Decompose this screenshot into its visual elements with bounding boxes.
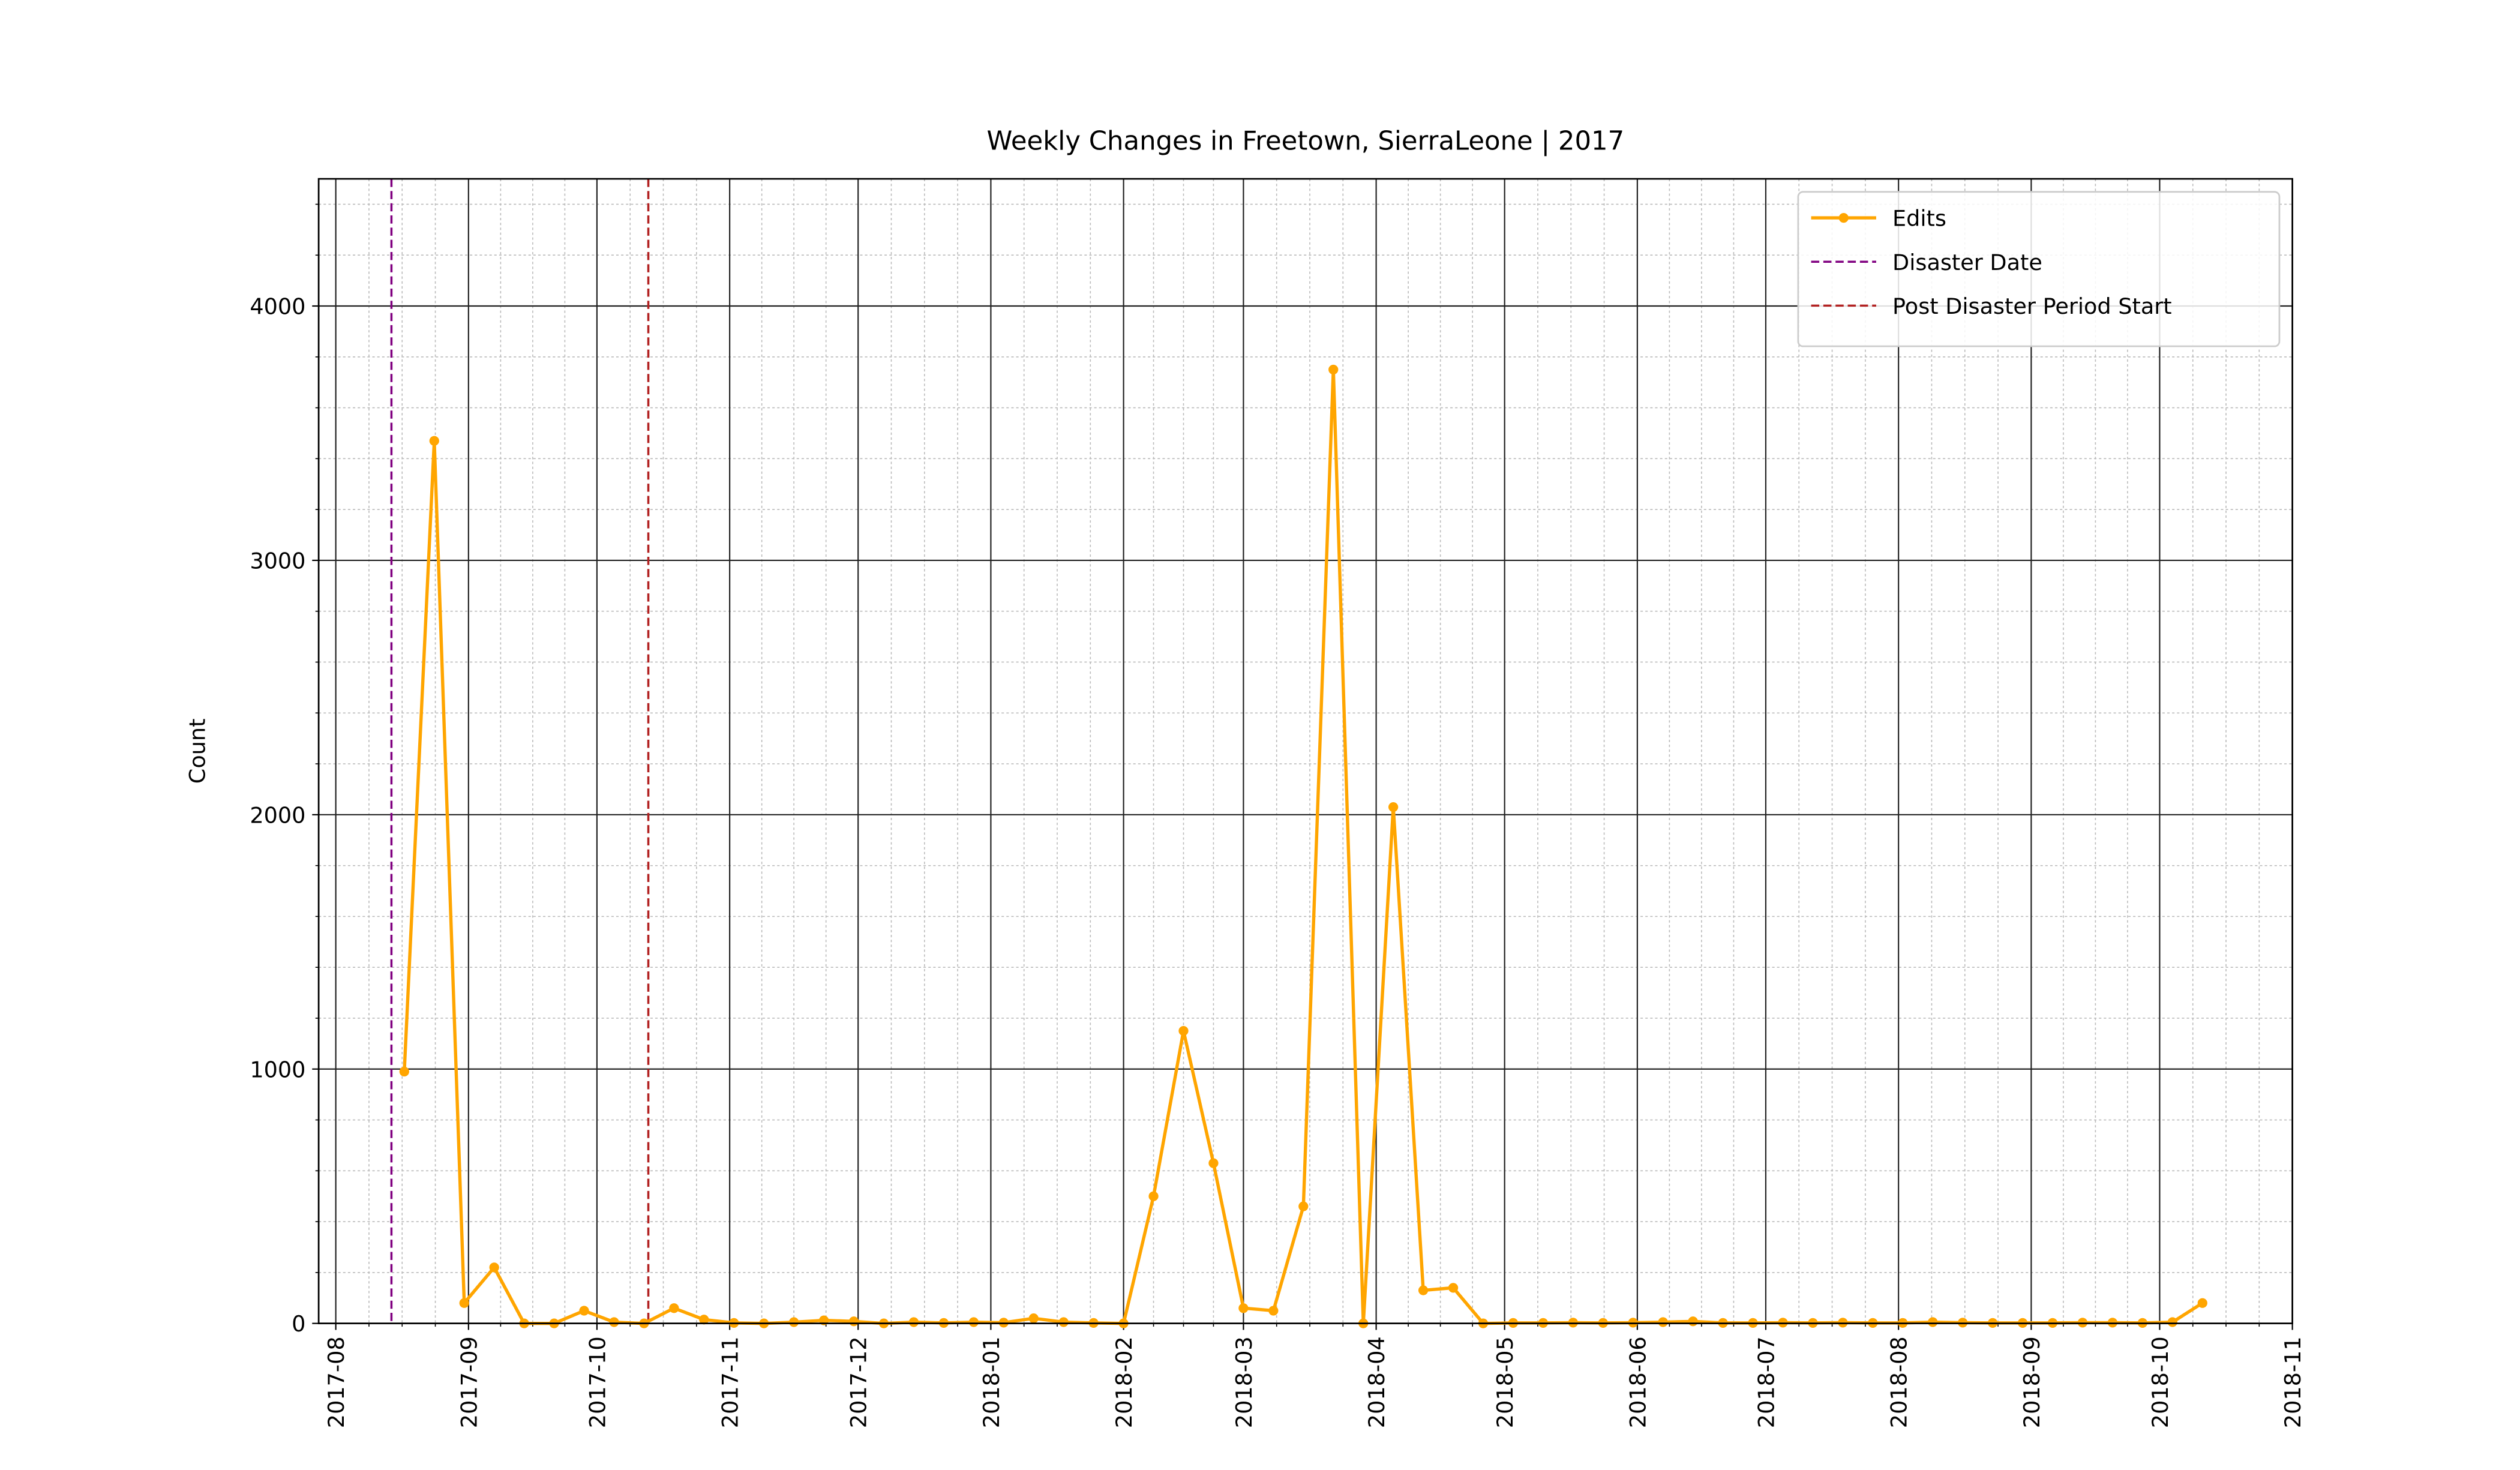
- x-tick-label: 2018-03: [1231, 1336, 1257, 1428]
- data-point: [1388, 802, 1399, 812]
- data-point: [1418, 1285, 1429, 1295]
- data-point: [699, 1315, 709, 1325]
- legend-label: Disaster Date: [1892, 250, 2042, 275]
- data-point: [2197, 1298, 2207, 1308]
- x-tick-label: 2018-11: [2280, 1336, 2306, 1428]
- y-tick-label: 0: [292, 1311, 305, 1337]
- data-point: [789, 1317, 799, 1327]
- y-tick-label: 4000: [250, 294, 305, 320]
- x-tick-label: 2018-05: [1492, 1336, 1518, 1428]
- data-point: [489, 1262, 499, 1273]
- data-point: [1238, 1303, 1249, 1313]
- x-tick-label: 2018-08: [1886, 1336, 1912, 1428]
- data-point: [1298, 1201, 1309, 1211]
- data-point: [609, 1317, 619, 1327]
- y-tick-label: 2000: [250, 802, 305, 828]
- legend: Edits Disaster Date Post Disaster Period S…: [1797, 191, 2281, 347]
- data-point: [1268, 1306, 1279, 1316]
- data-point: [2167, 1317, 2177, 1327]
- y-tick-label: 3000: [250, 548, 305, 574]
- legend-marker: [1838, 212, 1849, 223]
- axes-frame: [317, 178, 2293, 1325]
- x-tick-label: 2018-07: [1754, 1336, 1780, 1428]
- x-tick-label: 2018-06: [1625, 1336, 1651, 1428]
- data-point: [399, 1066, 409, 1077]
- data-point: [1928, 1317, 1938, 1327]
- data-point: [1028, 1313, 1039, 1324]
- data-point: [848, 1316, 859, 1327]
- data-point: [908, 1317, 919, 1327]
- x-tick-label: 2017-08: [323, 1336, 349, 1428]
- x-tick-label: 2018-10: [2147, 1336, 2173, 1428]
- data-point: [429, 436, 439, 446]
- x-tick-label: 2017-12: [846, 1336, 872, 1428]
- x-tick-label: 2017-10: [584, 1336, 610, 1428]
- y-tick-label: 1000: [250, 1057, 305, 1082]
- data-point: [1178, 1026, 1189, 1036]
- data-point: [1658, 1317, 1668, 1327]
- legend-label: Edits: [1892, 206, 1946, 232]
- legend-box: [1797, 191, 2281, 347]
- chart-title: Weekly Changes in Freetown, SierraLeone …: [987, 126, 1625, 156]
- data-point: [968, 1317, 979, 1327]
- data-point: [459, 1298, 469, 1308]
- x-tick-label: 2018-02: [1111, 1336, 1137, 1428]
- legend-label: Post Disaster Period Start: [1892, 293, 2172, 319]
- y-axis-label: Count: [184, 719, 210, 784]
- data-point: [1448, 1283, 1459, 1293]
- x-tick-label: 2018-09: [2019, 1336, 2045, 1428]
- x-tick-label: 2017-09: [456, 1336, 482, 1428]
- data-point: [579, 1306, 589, 1316]
- x-tick-label: 2018-01: [979, 1336, 1004, 1428]
- x-tick-label: 2018-04: [1364, 1336, 1390, 1428]
- data-point: [1148, 1191, 1159, 1201]
- data-point: [669, 1303, 679, 1313]
- data-point: [1328, 364, 1339, 375]
- data-point: [1208, 1158, 1219, 1168]
- x-tick-label: 2017-11: [718, 1336, 743, 1428]
- data-point: [1058, 1317, 1069, 1327]
- data-point: [1688, 1316, 1698, 1327]
